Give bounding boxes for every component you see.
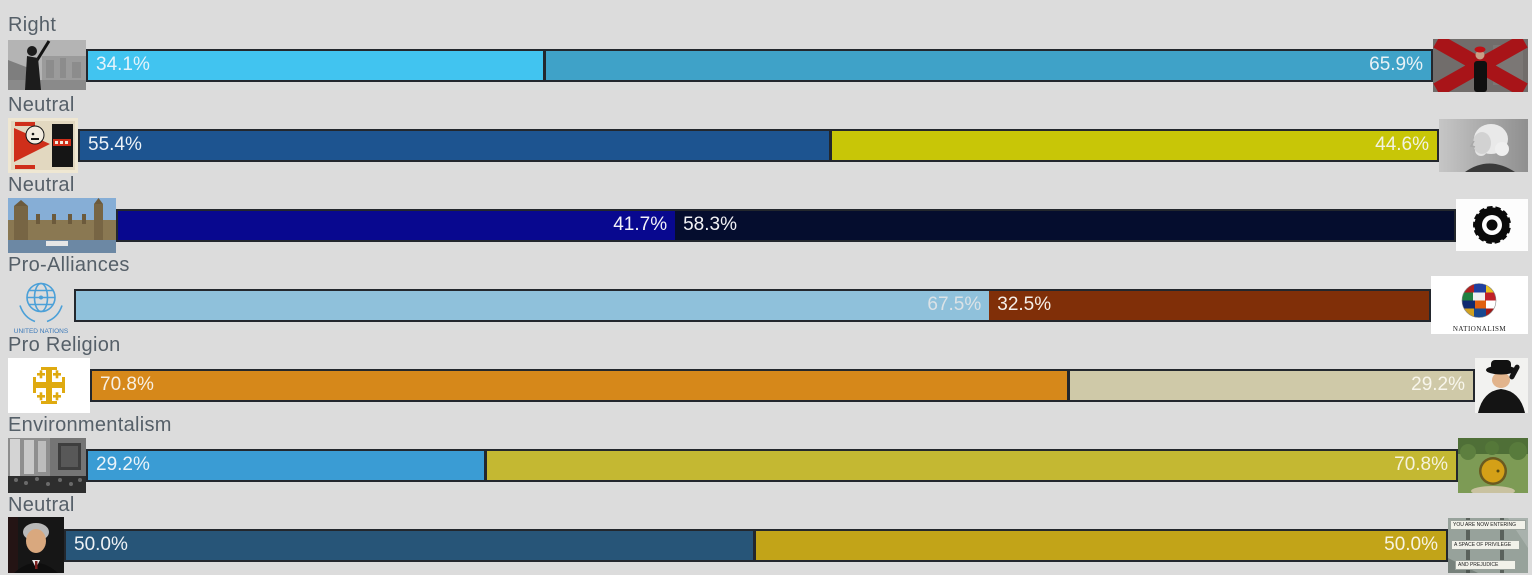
percent-value: 29.2% [1411, 374, 1465, 395]
un-caption: UNITED NATIONS [13, 328, 69, 335]
axis-label: Neutral [8, 174, 75, 196]
percent-value: 65.9% [1369, 54, 1423, 75]
carlism-cross-photo-icon [1433, 38, 1528, 92]
result-row: Neutral 55.4% 44.6% [8, 92, 1528, 173]
result-bar: 55.4% 44.6% [78, 128, 1439, 162]
axis-label: Pro-Alliances [8, 254, 130, 276]
result-bar: 70.8% 29.2% [90, 368, 1475, 402]
result-row: Environmentalism 29.2% [8, 412, 1528, 493]
left-segment: 70.8% [92, 370, 1070, 400]
result-row: Pro Religion [8, 332, 1528, 413]
westminster-parliament-photo-icon [8, 197, 116, 253]
right-segment: 70.8% [487, 450, 1456, 480]
left-segment: 55.4% [80, 130, 832, 160]
percent-value: 44.6% [1375, 134, 1429, 155]
results-list: Right 34.1% 65.9% [0, 6, 1532, 573]
percent-value: 29.2% [96, 454, 150, 475]
united-nations-emblem-icon: UNITED NATIONS [8, 274, 74, 336]
axis-label: Environmentalism [8, 414, 172, 436]
percent-value: 70.8% [100, 374, 154, 395]
percent-value: 50.0% [1384, 534, 1438, 555]
left-segment: 50.0% [66, 530, 756, 560]
sign-line-1: YOU ARE NOW ENTERING [1450, 519, 1526, 530]
left-segment: 34.1% [88, 50, 546, 80]
percent-value: 55.4% [88, 134, 142, 155]
right-segment: 65.9% [545, 50, 1431, 80]
statesman-portrait-icon [8, 517, 64, 573]
percent-value: 50.0% [74, 534, 128, 555]
axis-label: Right [8, 14, 57, 36]
result-row: Right 34.1% 65.9% [8, 12, 1528, 92]
black-target-symbol-icon [1456, 199, 1528, 251]
left-segment: 41.7% [118, 210, 676, 240]
result-bar: 41.7% 58.3% [116, 208, 1456, 242]
result-bar: 34.1% 65.9% [86, 48, 1433, 82]
percent-value: 34.1% [96, 54, 150, 75]
assembly-hall-photo-icon [8, 437, 86, 493]
right-segment: 44.6% [831, 130, 1437, 160]
axis-label: Pro Religion [8, 334, 121, 356]
result-bar: 29.2% 70.8% [86, 448, 1458, 482]
soviet-poster-icon [8, 117, 78, 173]
sign-line-3: AND PREJUDICE [1455, 559, 1516, 570]
right-segment: 58.3% [675, 210, 1454, 240]
percent-value: 32.5% [997, 294, 1052, 315]
nationalism-flag-globe-icon: NATIONALISM [1431, 276, 1528, 334]
right-segment: 32.5% [989, 290, 1429, 320]
fedora-man-photo-icon [1475, 357, 1528, 413]
axis-label: Neutral [8, 494, 75, 516]
right-segment: 50.0% [756, 530, 1446, 560]
percent-value: 67.5% [927, 294, 982, 315]
result-bar: 67.5% 32.5% [74, 288, 1431, 322]
result-row: Neutral 50.0% 50.0% [8, 492, 1528, 573]
nationalism-caption: NATIONALISM [1431, 325, 1528, 334]
result-row: Neutral 41.7% 58.3% [8, 172, 1528, 253]
axis-label: Neutral [8, 94, 75, 116]
page-title: Results [0, 0, 1532, 6]
result-bar: 50.0% 50.0% [64, 528, 1448, 562]
privilege-space-sign-photo-icon: YOU ARE NOW ENTERING A SPACE OF PRIVILEG… [1448, 517, 1528, 573]
sign-line-2: A SPACE OF PRIVILEGE [1451, 539, 1520, 550]
hobbit-hole-photo-icon [1458, 437, 1528, 493]
adam-smith-portrait-icon [1439, 118, 1528, 172]
result-row: Pro-Alliances UNITED NATIONS [8, 252, 1528, 335]
percent-value: 58.3% [683, 214, 737, 235]
left-segment: 29.2% [88, 450, 488, 480]
left-segment: 67.5% [76, 290, 990, 320]
right-segment: 29.2% [1069, 370, 1473, 400]
partisan-photo-icon [8, 40, 86, 90]
percent-value: 41.7% [613, 214, 668, 235]
percent-value: 70.8% [1394, 454, 1448, 475]
jerusalem-cross-icon [8, 357, 90, 413]
